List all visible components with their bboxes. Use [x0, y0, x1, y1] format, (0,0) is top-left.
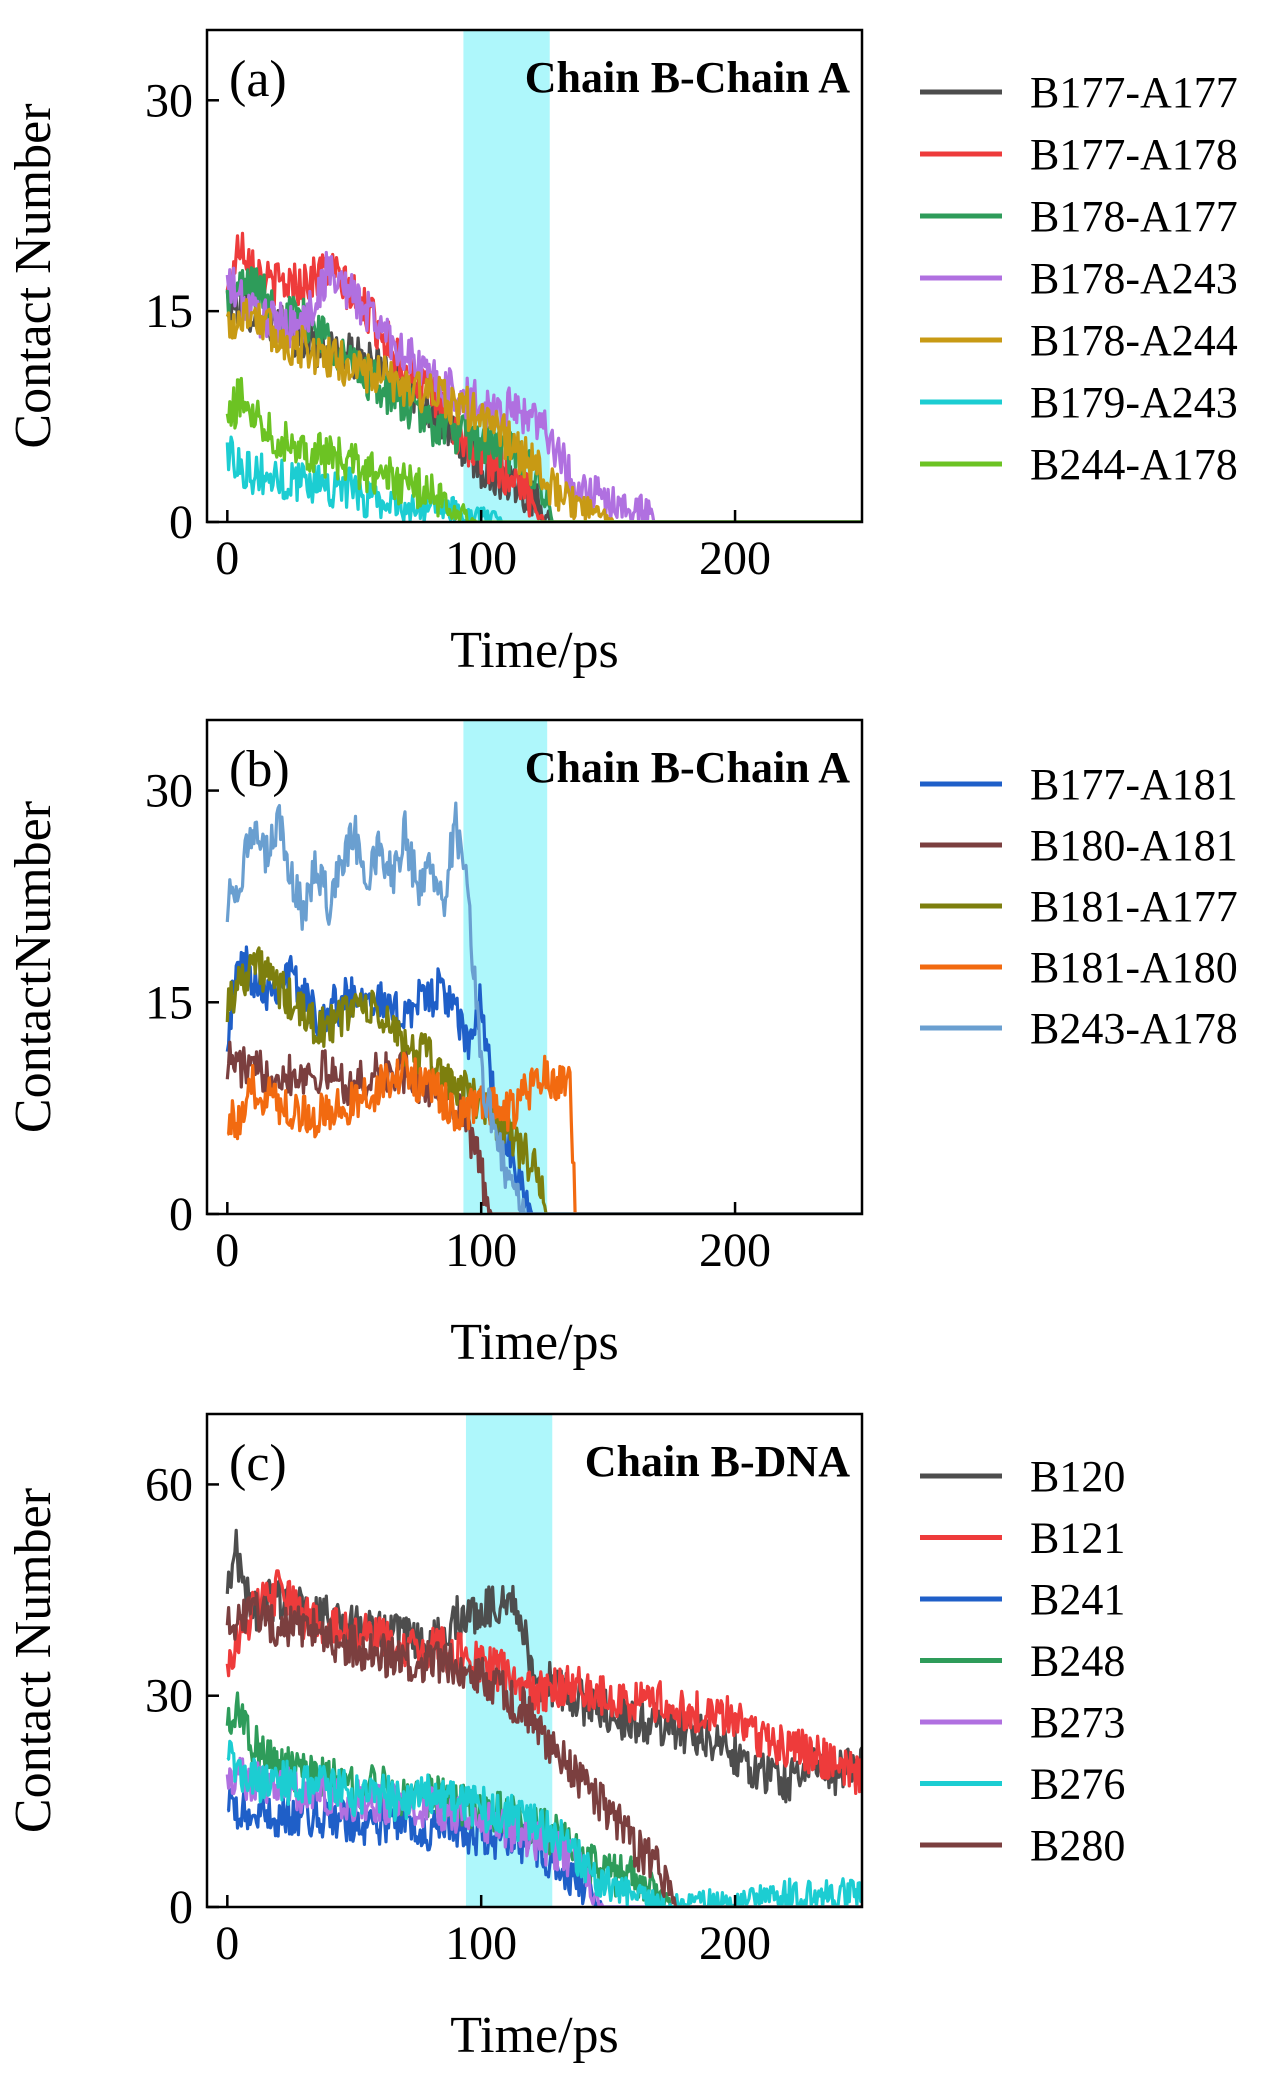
x-tick-label: 100 [445, 1224, 517, 1277]
series-line-B178-A177 [225, 266, 862, 522]
series-line-B179-A243 [225, 435, 862, 522]
y-tick-label: 0 [169, 496, 193, 549]
y-tick-label: 15 [145, 285, 193, 338]
y-axis-title: Contact Number [5, 103, 62, 448]
legend-label: B241 [1030, 1575, 1125, 1624]
panel-1: 0 100 200 0 15 30 Time/ps Contact Number (a) Chai… [5, 28, 1238, 679]
series-line-B276 [226, 1739, 862, 1907]
legend-label: B276 [1030, 1760, 1125, 1809]
legend-label: B180-A181 [1030, 821, 1238, 870]
legend-label: B178-A244 [1030, 316, 1238, 365]
y-tick-label: 15 [145, 976, 193, 1029]
series-line-B121 [225, 1569, 862, 1795]
legend: B177-A177 B177-A178 B178-A177 B178-A243 B178… [920, 68, 1238, 489]
series-line-B177-A181 [225, 945, 862, 1214]
y-axis-title: ContactNumber [5, 801, 62, 1133]
plot-area [225, 801, 862, 1214]
legend-label: B177-A177 [1030, 68, 1238, 117]
series-line-B181-A177 [225, 946, 862, 1214]
plot-area [225, 231, 862, 522]
legend-label: B248 [1030, 1637, 1125, 1686]
legend-label: B181-A180 [1030, 943, 1238, 992]
legend-label: B177-A178 [1030, 130, 1238, 179]
panel-label: (a) [229, 51, 287, 108]
legend-label: B280 [1030, 1821, 1125, 1870]
panel-title: Chain B-Chain A [525, 743, 850, 792]
legend-label: B181-A177 [1030, 882, 1238, 931]
legend-label: B120 [1030, 1452, 1125, 1501]
panel-3: 0 100 200 0 30 60 Time/ps Contact Number (c) Chai… [5, 1412, 1125, 2064]
y-tick-label: 30 [145, 1670, 193, 1723]
x-tick-label: 0 [215, 1917, 239, 1970]
series-line-B181-A180 [226, 1051, 862, 1214]
y-tick-label: 0 [169, 1188, 193, 1241]
plot-frame [205, 28, 864, 524]
panel-label: (b) [229, 741, 290, 798]
series-line-B180-A181 [225, 1040, 862, 1214]
x-tick-label: 100 [445, 532, 517, 585]
series-line-B243-A178 [225, 801, 862, 1214]
panel-2: 0 100 200 0 15 30 Time/ps ContactNumber (b) Chain… [5, 718, 1238, 1371]
plot-area [225, 1528, 862, 1907]
series-line-B244-A178 [225, 376, 862, 522]
y-tick-label: 0 [169, 1881, 193, 1934]
legend: B177-A181 B180-A181 B181-A177 B181-A180 B243… [920, 760, 1238, 1053]
legend-label: B177-A181 [1030, 760, 1238, 809]
x-axis-title: Time/ps [450, 1314, 619, 1371]
legend-label: B273 [1030, 1698, 1125, 1747]
y-tick-label: 30 [145, 74, 193, 127]
x-tick-label: 200 [699, 532, 771, 585]
x-axis-title: Time/ps [450, 622, 619, 679]
y-tick-label: 60 [145, 1458, 193, 1511]
series-line-B280 [225, 1591, 862, 1907]
series-line-B178-A244 [225, 298, 862, 522]
x-tick-label: 100 [445, 1917, 517, 1970]
panel-label: (c) [229, 1435, 287, 1492]
legend-label: B178-A177 [1030, 192, 1238, 241]
x-axis-title: Time/ps [450, 2007, 619, 2064]
legend: B120 B121 B241 B248 B273 B276 B280 [920, 1452, 1125, 1870]
legend-label: B243-A178 [1030, 1004, 1238, 1053]
y-axis-title: Contact Number [5, 1488, 62, 1833]
legend-label: B244-A178 [1030, 440, 1238, 489]
plot-frame [205, 718, 864, 1216]
legend-label: B121 [1030, 1514, 1125, 1563]
panel-title: Chain B-DNA [585, 1437, 850, 1486]
plot-frame [205, 1412, 864, 1909]
panel-title: Chain B-Chain A [525, 53, 850, 102]
series-line-B178-A243 [225, 250, 862, 522]
x-tick-label: 0 [215, 532, 239, 585]
legend-label: B178-A243 [1030, 254, 1238, 303]
x-tick-label: 0 [215, 1224, 239, 1277]
x-tick-label: 200 [699, 1224, 771, 1277]
y-tick-label: 30 [145, 765, 193, 818]
x-tick-label: 200 [699, 1917, 771, 1970]
legend-label: B179-A243 [1030, 378, 1238, 427]
